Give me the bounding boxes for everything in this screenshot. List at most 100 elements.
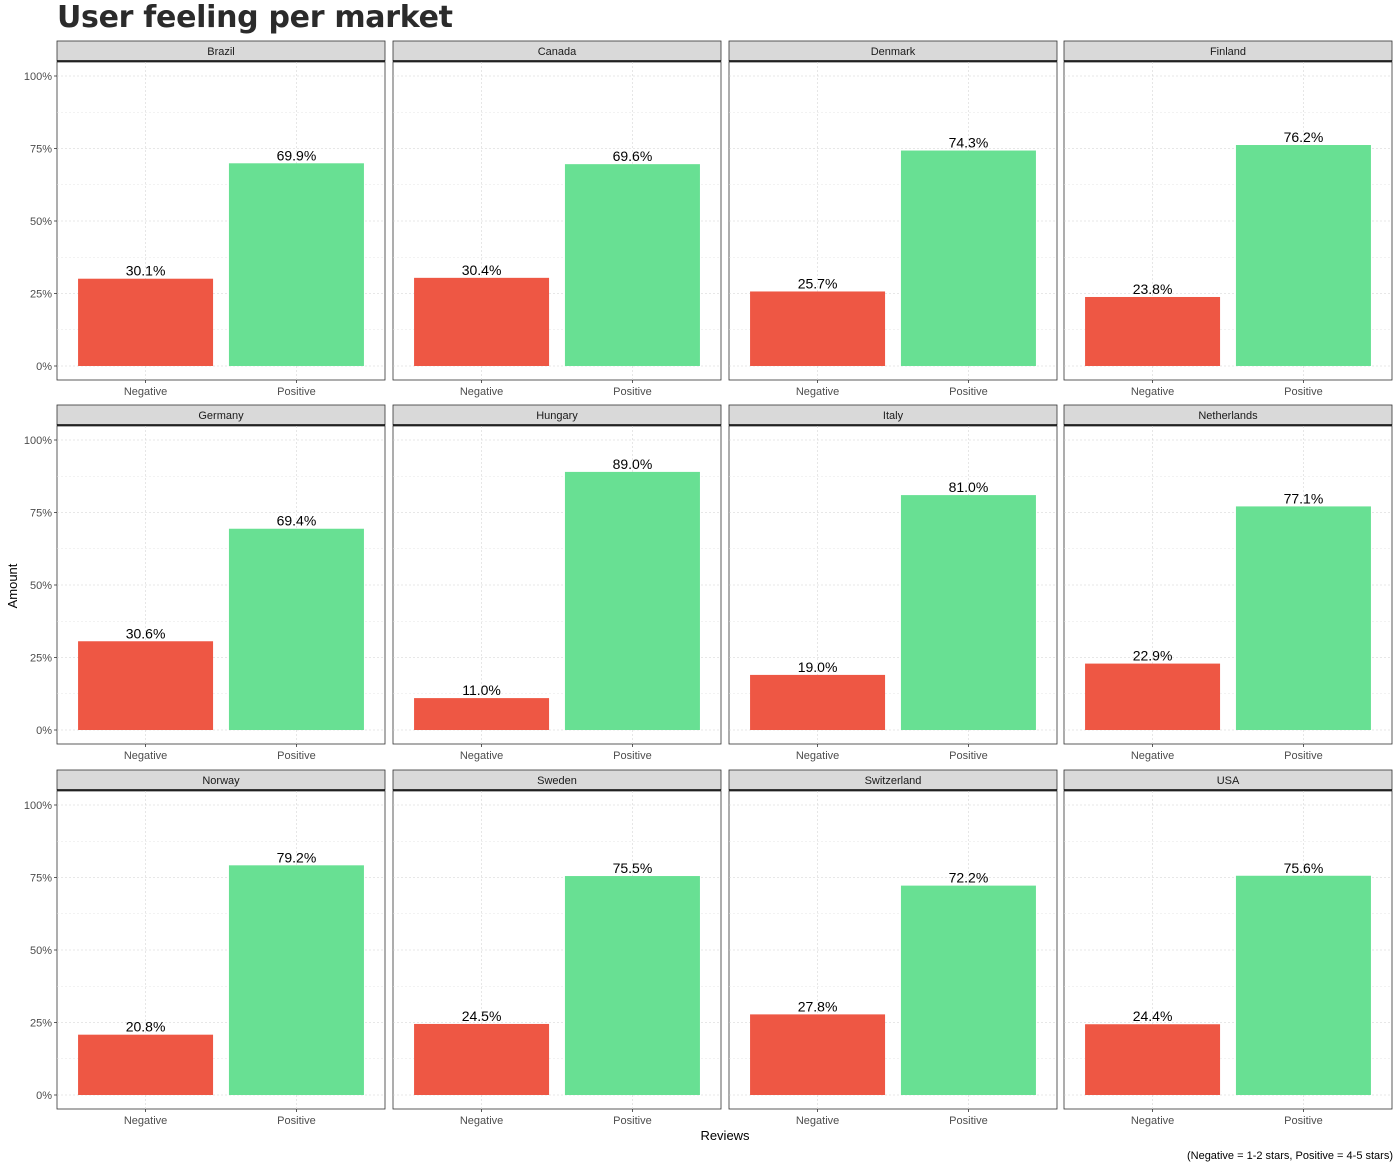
- x-tick-label: Negative: [1131, 386, 1174, 398]
- x-tick-label: Positive: [949, 1115, 988, 1127]
- value-label: 69.4%: [277, 513, 317, 529]
- bar-positive: [565, 876, 700, 1095]
- x-tick-label: Negative: [124, 386, 167, 398]
- facet-label: Denmark: [871, 46, 916, 58]
- bar-negative: [1085, 297, 1220, 366]
- x-tick-label: Negative: [1131, 1115, 1174, 1127]
- bar-negative: [414, 1024, 549, 1095]
- x-tick-label: Negative: [460, 1115, 503, 1127]
- x-axis-title: Reviews: [700, 1128, 750, 1143]
- bar-negative: [78, 641, 213, 730]
- value-label: 74.3%: [949, 135, 989, 151]
- x-tick-label: Positive: [1284, 1115, 1323, 1127]
- value-label: 27.8%: [798, 998, 838, 1014]
- facet-label: USA: [1217, 775, 1240, 787]
- bar-positive: [229, 865, 364, 1095]
- y-tick-label: 75%: [30, 144, 52, 156]
- x-tick-label: Negative: [460, 750, 503, 762]
- caption: (Negative = 1-2 stars, Positive = 4-5 st…: [1187, 1150, 1393, 1162]
- bar-negative: [750, 675, 885, 730]
- value-label: 22.9%: [1133, 648, 1173, 664]
- y-tick-label: 50%: [30, 945, 52, 957]
- x-tick-label: Positive: [277, 386, 316, 398]
- bar-negative: [78, 279, 213, 366]
- value-label: 11.0%: [462, 682, 501, 698]
- facet-label: Finland: [1210, 46, 1246, 58]
- facet-label: Italy: [883, 410, 904, 422]
- value-label: 81.0%: [949, 479, 989, 495]
- x-tick-label: Negative: [1131, 750, 1174, 762]
- y-tick-label: 25%: [30, 289, 52, 301]
- facet-label: Germany: [198, 410, 244, 422]
- value-label: 75.5%: [613, 860, 653, 876]
- value-label: 72.2%: [949, 870, 989, 886]
- facet-label: Canada: [538, 46, 577, 58]
- value-label: 76.2%: [1284, 129, 1324, 145]
- x-tick-label: Negative: [460, 386, 503, 398]
- y-tick-label: 0%: [36, 725, 52, 737]
- x-tick-label: Negative: [796, 750, 839, 762]
- facet-label: Netherlands: [1198, 410, 1258, 422]
- x-tick-label: Negative: [796, 386, 839, 398]
- value-label: 30.6%: [126, 625, 166, 641]
- value-label: 20.8%: [126, 1019, 166, 1035]
- value-label: 30.4%: [462, 262, 502, 278]
- facet-label: Switzerland: [865, 775, 922, 787]
- x-tick-label: Positive: [1284, 386, 1323, 398]
- value-label: 89.0%: [613, 456, 653, 472]
- value-label: 75.6%: [1284, 860, 1324, 876]
- x-tick-label: Negative: [124, 750, 167, 762]
- bar-positive: [901, 151, 1036, 366]
- facet-label: Sweden: [537, 775, 577, 787]
- value-label: 69.9%: [277, 147, 317, 163]
- x-tick-label: Negative: [796, 1115, 839, 1127]
- bar-positive: [565, 472, 700, 730]
- bar-positive: [1236, 876, 1371, 1095]
- bar-positive: [229, 163, 364, 366]
- bar-positive: [901, 886, 1036, 1095]
- bar-positive: [901, 495, 1036, 730]
- x-tick-label: Positive: [613, 386, 652, 398]
- y-tick-label: 100%: [24, 435, 52, 447]
- bar-negative: [78, 1035, 213, 1095]
- bar-negative: [414, 698, 549, 730]
- y-tick-label: 0%: [36, 361, 52, 373]
- bar-negative: [750, 291, 885, 366]
- bar-positive: [229, 529, 364, 730]
- bar-negative: [414, 278, 549, 366]
- y-tick-label: 25%: [30, 1018, 52, 1030]
- value-label: 30.1%: [126, 263, 166, 279]
- x-tick-label: Positive: [949, 386, 988, 398]
- y-tick-label: 50%: [30, 216, 52, 228]
- bar-negative: [750, 1014, 885, 1095]
- value-label: 19.0%: [798, 659, 838, 675]
- x-tick-label: Positive: [613, 750, 652, 762]
- x-tick-label: Positive: [277, 750, 316, 762]
- y-tick-label: 75%: [30, 508, 52, 520]
- x-tick-label: Negative: [124, 1115, 167, 1127]
- facet-label: Hungary: [536, 410, 578, 422]
- value-label: 24.5%: [462, 1008, 502, 1024]
- y-tick-label: 75%: [30, 873, 52, 885]
- bar-negative: [1085, 664, 1220, 730]
- bar-negative: [1085, 1024, 1220, 1095]
- y-tick-label: 50%: [30, 580, 52, 592]
- y-axis-title: Amount: [5, 563, 20, 608]
- facet-label: Norway: [202, 775, 240, 787]
- y-tick-label: 100%: [24, 71, 52, 83]
- value-label: 79.2%: [277, 849, 317, 865]
- facet-label: Brazil: [207, 46, 235, 58]
- value-label: 69.6%: [613, 148, 653, 164]
- bar-positive: [565, 164, 700, 366]
- value-label: 25.7%: [798, 275, 838, 291]
- value-label: 23.8%: [1133, 281, 1173, 297]
- y-tick-label: 100%: [24, 800, 52, 812]
- y-tick-label: 25%: [30, 653, 52, 665]
- y-tick-label: 0%: [36, 1090, 52, 1102]
- value-label: 24.4%: [1133, 1008, 1173, 1024]
- value-label: 77.1%: [1284, 490, 1324, 506]
- x-tick-label: Positive: [277, 1115, 316, 1127]
- x-tick-label: Positive: [613, 1115, 652, 1127]
- bar-positive: [1236, 506, 1371, 730]
